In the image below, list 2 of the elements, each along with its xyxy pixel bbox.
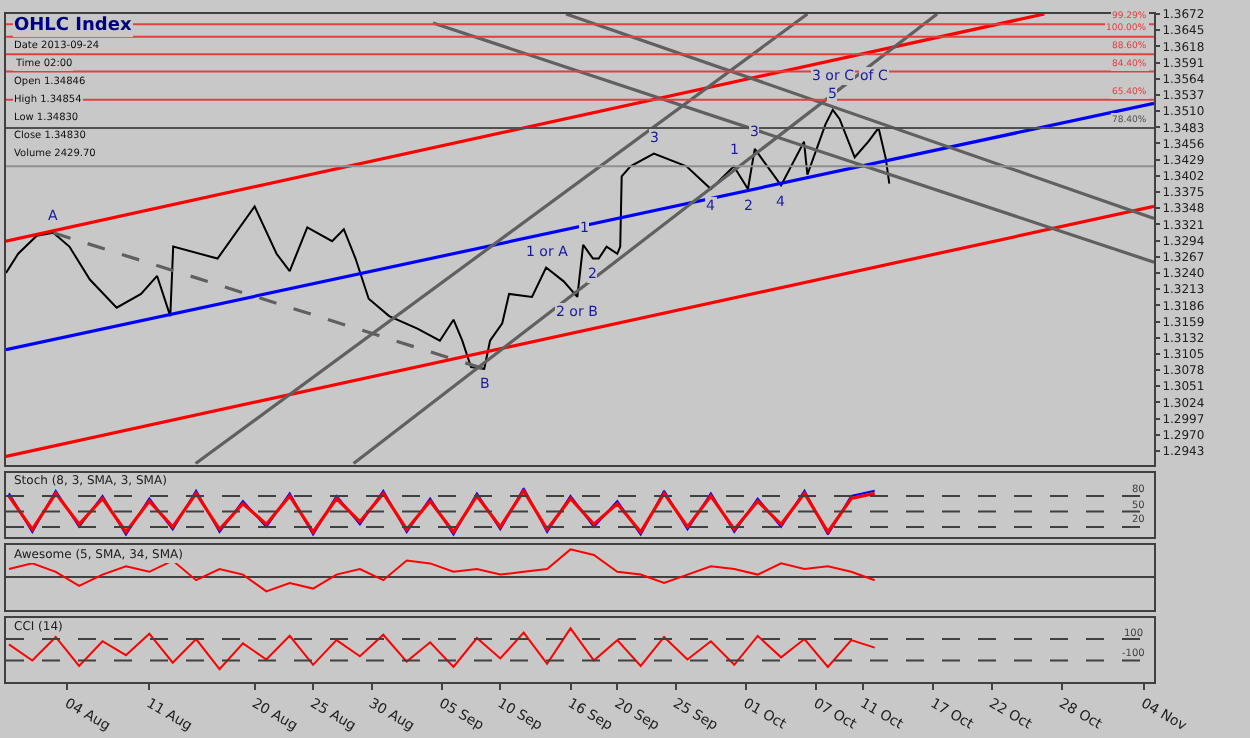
chart-title: OHLC Index <box>14 16 132 36</box>
line-series <box>6 108 891 370</box>
